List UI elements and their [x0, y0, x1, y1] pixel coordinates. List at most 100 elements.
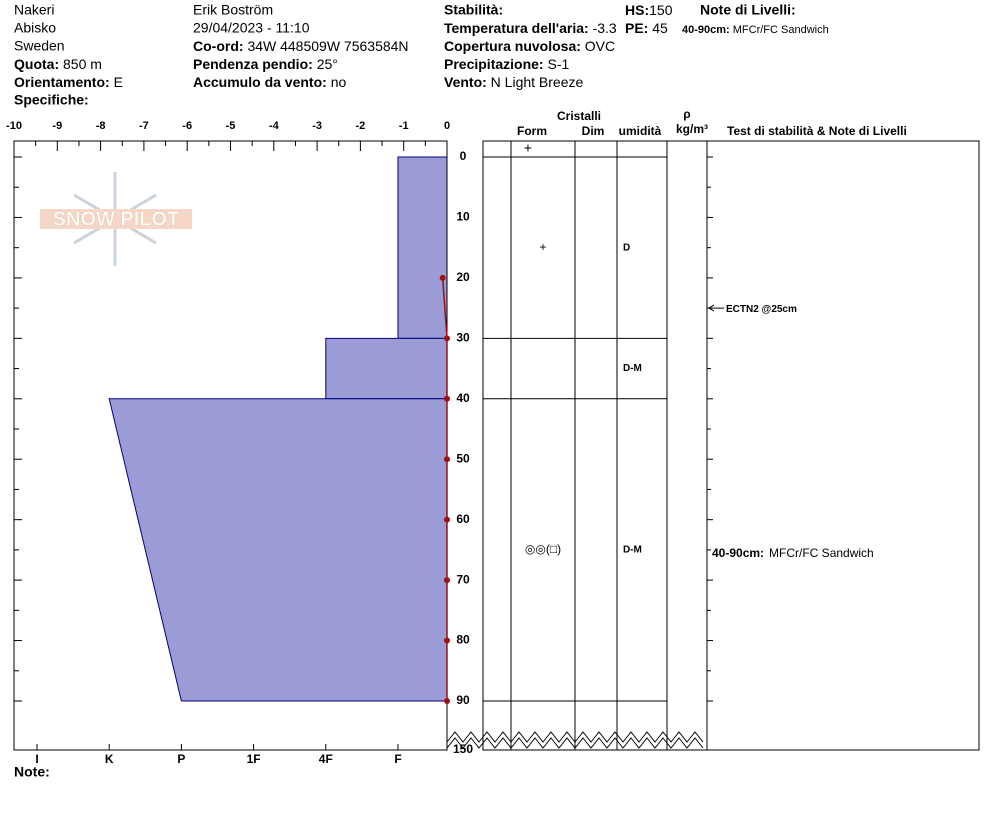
label: Vento: [444, 74, 487, 90]
hardness-label: P [177, 752, 185, 766]
moisture: D-M [623, 545, 642, 556]
test-label: ECTN2 @25cm [726, 304, 797, 315]
field: Orientamento: E [14, 74, 123, 90]
field: Vento: N Light Breeze [444, 74, 583, 90]
layer-note: 40-90cm: MFCr/FC Sandwich [712, 546, 874, 560]
value: 34W 448509W 7563584N [247, 38, 408, 54]
hardness-label: I [35, 752, 38, 766]
value: no [331, 74, 347, 90]
value: N Light Breeze [491, 74, 584, 90]
x-tick-label: 0 [444, 120, 450, 132]
logo: SNOW PILOT [40, 172, 192, 266]
temperature-point [444, 577, 450, 584]
header: Nakeri Abisko Sweden Quota: 850 m Orient… [14, 2, 829, 108]
y-tick-label: 90 [456, 693, 470, 707]
x-tick-label: -3 [312, 120, 322, 132]
temperature-point [444, 516, 450, 523]
label: Temperatura dell'aria: [444, 20, 589, 36]
label: Note di Livelli: [700, 2, 796, 18]
field: 40-90cm: MFCr/FC Sandwich [682, 24, 829, 36]
y-tick-label: 80 [456, 633, 470, 647]
temperature-point [444, 637, 450, 644]
x-tick-label: -2 [356, 120, 366, 132]
label: Precipitazione: [444, 56, 544, 72]
logo-band [40, 209, 192, 229]
y-tick-label: 60 [456, 512, 470, 526]
moisture: D-M [623, 363, 642, 374]
label: 40-90cm: [682, 24, 730, 36]
x-tick-label: -8 [96, 120, 106, 132]
label: HS: [625, 2, 649, 18]
value: 25° [317, 56, 338, 72]
hardness-label: F [394, 752, 401, 766]
label: Accumulo da vento: [193, 74, 327, 90]
y-tick-label: 10 [456, 210, 470, 224]
field: HS:150 [625, 2, 673, 18]
label: Specifiche: [14, 92, 89, 108]
note-label: Note: [14, 764, 50, 780]
label: Copertura nuvolosa: [444, 38, 581, 54]
temperature-point [444, 456, 450, 463]
col-header: Test di stabilità & Note di Livelli [727, 124, 907, 138]
axis-break [446, 731, 704, 743]
y-tick-label: 30 [456, 331, 470, 345]
col-header: umidità [619, 124, 662, 138]
grain-form: + [539, 240, 546, 254]
value: MFCr/FC Sandwich [733, 24, 829, 36]
col-header: Cristalli [557, 109, 601, 123]
country: Sweden [14, 38, 65, 54]
site: Nakeri [14, 2, 54, 18]
hardness-label: K [105, 752, 114, 766]
column-headers: Cristalli Form Dim umidità ρ kg/m³ Test … [517, 107, 907, 138]
y-tick-label: 40 [456, 391, 470, 405]
value: -3.3 [593, 20, 617, 36]
hardness-label: 1F [247, 752, 261, 766]
label: Pendenza pendio: [193, 56, 313, 72]
arrow-head [708, 304, 715, 312]
field: Quota: 850 m [14, 56, 102, 72]
note-text: MFCr/FC Sandwich [769, 546, 874, 560]
x-tick-label: -9 [52, 120, 62, 132]
value: 150 [649, 2, 673, 18]
logo-text: SNOW PILOT [53, 208, 180, 230]
moisture: D [623, 242, 630, 253]
note-label: 40-90cm: [712, 546, 764, 560]
location: Abisko [14, 20, 56, 36]
x-tick-label: -1 [399, 120, 409, 132]
temperature-line [441, 277, 448, 701]
col-header: Dim [582, 124, 605, 138]
hardness-layer [397, 156, 448, 339]
y-tick-label: 50 [456, 451, 470, 465]
grain-form: ◎◎(□) [525, 542, 561, 556]
field: Accumulo da vento: no [193, 74, 346, 90]
col-header: ρ [683, 107, 690, 121]
label: Co-ord: [193, 38, 244, 54]
hardness-layer [325, 337, 448, 400]
label: PE: [625, 20, 648, 36]
y-tick-label: 0 [460, 149, 467, 163]
x-tick-label: -7 [139, 120, 149, 132]
hardness-label: 4F [319, 752, 333, 766]
x-tick-label: -4 [269, 120, 280, 132]
field: Precipitazione: S-1 [444, 56, 569, 72]
temperature-point [444, 698, 450, 704]
field: Temperatura dell'aria: -3.3 [444, 20, 617, 36]
temperature-point [444, 335, 450, 342]
label: Quota: [14, 56, 59, 72]
temperature-point [444, 395, 450, 402]
surface-form: + [524, 140, 532, 156]
y-tick-label: 20 [456, 270, 470, 284]
x-tick-label: -5 [226, 120, 236, 132]
temperature-point [439, 274, 446, 281]
label: Stabilità: [444, 2, 503, 18]
field: Co-ord: 34W 448509W 7563584N [193, 38, 409, 54]
table-frame [482, 140, 980, 751]
hardness-layer [108, 398, 448, 702]
col-header: Form [517, 124, 547, 138]
axis-break [446, 737, 704, 749]
label: Orientamento: [14, 74, 110, 90]
value: S-1 [547, 56, 569, 72]
y-tick-label: 150 [453, 742, 473, 756]
field: Copertura nuvolosa: OVC [444, 38, 615, 54]
